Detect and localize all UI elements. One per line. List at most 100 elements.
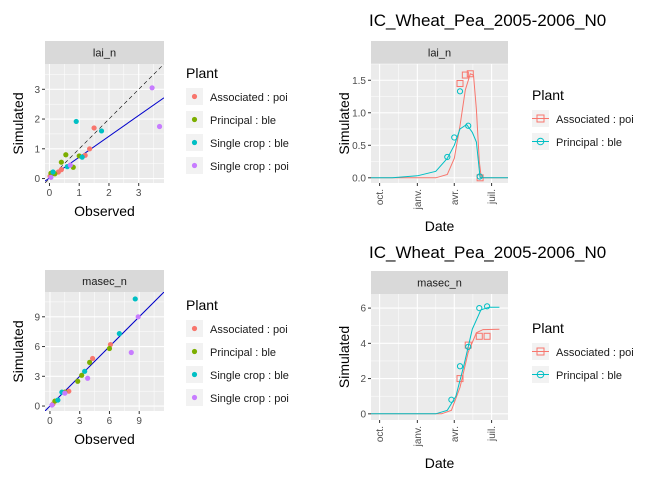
y-tick-label: 3 xyxy=(34,372,40,383)
legend-key-dot xyxy=(191,162,198,169)
legend-title: Plant xyxy=(532,87,564,103)
legend-0: Plant Associated : poi Principal : ble Sing… xyxy=(186,65,289,174)
legend-label: Single crop : ble xyxy=(210,370,289,382)
facet-strip-label: masec_n xyxy=(417,278,462,290)
legend-label: Associated : poi xyxy=(556,114,634,126)
data-point xyxy=(49,402,55,408)
data-point xyxy=(58,159,64,165)
x-tick-label: 0 xyxy=(47,416,53,427)
legend-label: Associated : poi xyxy=(210,92,288,104)
data-point-square xyxy=(466,70,474,78)
plot-area xyxy=(45,64,164,183)
legend-key-dot xyxy=(191,394,198,401)
x-tick-label: oct. xyxy=(375,426,386,442)
y-tick-label: 9 xyxy=(34,312,40,323)
legend-key-dot xyxy=(191,348,198,355)
facet-strip-label: lai_n xyxy=(93,48,116,60)
data-point xyxy=(87,146,93,152)
data-point xyxy=(79,372,85,378)
data-point xyxy=(149,85,155,91)
data-point xyxy=(107,341,114,348)
y-tick-label: 6 xyxy=(34,342,40,353)
chart-0: lai_n Observed Simulated 0 1 2 3 0 1 2 3 xyxy=(10,41,164,219)
data-point-circle xyxy=(448,396,455,403)
x-tick-label: oct. xyxy=(375,189,386,205)
data-point xyxy=(85,375,91,381)
data-point-circle xyxy=(456,88,464,95)
y-axis-title: Simulated xyxy=(336,92,352,154)
legend-key-dot xyxy=(191,116,198,123)
facet-strip-label: lai_n xyxy=(428,48,451,60)
data-point xyxy=(55,397,61,403)
legend-label: Principal : ble xyxy=(556,137,622,149)
data-point xyxy=(58,167,64,173)
plot-panel xyxy=(371,294,508,420)
data-point-square xyxy=(475,332,483,340)
facet-strip-label: masec_n xyxy=(82,276,127,288)
chart-2: lai_n Date Simulated IC_Wheat_Pea_2005-2006… xyxy=(336,11,606,234)
data-point-circle xyxy=(465,122,472,129)
chart-title: IC_Wheat_Pea_2005-2006_N0 xyxy=(369,11,606,30)
legend-label: Associated : poi xyxy=(556,347,634,359)
legend-key-circle xyxy=(536,137,545,146)
legend-label: Single crop : poi xyxy=(210,161,289,173)
data-point xyxy=(135,314,141,320)
x-tick-label: janv. xyxy=(413,189,424,210)
legend-2: Plant Associated : poi Principal : ble xyxy=(532,87,634,150)
data-point xyxy=(116,331,122,337)
data-point-square xyxy=(456,80,464,88)
identity-line xyxy=(45,64,164,183)
y-tick-label: 0.5 xyxy=(352,141,366,152)
series-line xyxy=(371,73,508,179)
data-point xyxy=(128,349,134,356)
y-tick-label: 1.5 xyxy=(352,76,366,87)
y-tick-label: 0.0 xyxy=(352,173,366,184)
data-point xyxy=(82,368,88,374)
legend-key-dot xyxy=(191,93,198,100)
data-point xyxy=(98,128,105,134)
facet-strip xyxy=(45,270,164,292)
x-axis-title: Observed xyxy=(74,203,135,219)
data-point xyxy=(50,169,56,175)
x-axis-title: Date xyxy=(425,455,455,471)
plot-area xyxy=(371,70,508,182)
data-point-circle xyxy=(451,134,458,141)
chart-3: masec_n Date Simulated IC_Wheat_Pea_2005-20… xyxy=(336,243,606,471)
x-tick-label: 6 xyxy=(107,416,113,427)
legend-title: Plant xyxy=(186,297,218,313)
legend-label: Principal : ble xyxy=(210,115,276,127)
legend-label: Associated : poi xyxy=(210,324,288,336)
y-tick-label: 1 xyxy=(34,144,40,155)
y-axis-title: Simulated xyxy=(10,320,26,382)
legend-key-dot xyxy=(191,371,198,378)
data-point xyxy=(156,123,163,130)
x-tick-label: 3 xyxy=(77,416,83,427)
data-point xyxy=(75,378,81,384)
data-point-circle xyxy=(476,304,483,312)
y-tick-label: 0 xyxy=(34,174,40,185)
y-tick-label: 6 xyxy=(360,304,366,315)
facet-strip xyxy=(371,41,508,64)
facet-strip xyxy=(371,271,508,294)
data-point-circle xyxy=(476,173,483,180)
legend-key-square xyxy=(536,114,545,123)
data-point-square xyxy=(461,71,469,79)
legend-label: Principal : ble xyxy=(210,347,276,359)
x-tick-label: avr. xyxy=(450,189,461,205)
x-tick-label: janv. xyxy=(413,426,424,447)
legend-key-square xyxy=(536,347,545,356)
legend-title: Plant xyxy=(532,320,564,336)
data-point xyxy=(90,355,96,362)
plot-area xyxy=(371,303,500,415)
data-point xyxy=(91,125,97,131)
series-line xyxy=(371,306,500,415)
data-point-square xyxy=(483,332,491,340)
data-point xyxy=(62,390,68,396)
x-tick-label: 3 xyxy=(136,188,142,199)
plot-panel xyxy=(371,64,508,183)
legend-1: Plant Associated : poi Principal : ble Sing… xyxy=(186,297,289,406)
chart-title: IC_Wheat_Pea_2005-2006_N0 xyxy=(369,243,606,262)
x-axis-title: Observed xyxy=(74,431,135,447)
y-axis-title: Simulated xyxy=(336,326,352,388)
data-point-circle xyxy=(456,363,464,370)
